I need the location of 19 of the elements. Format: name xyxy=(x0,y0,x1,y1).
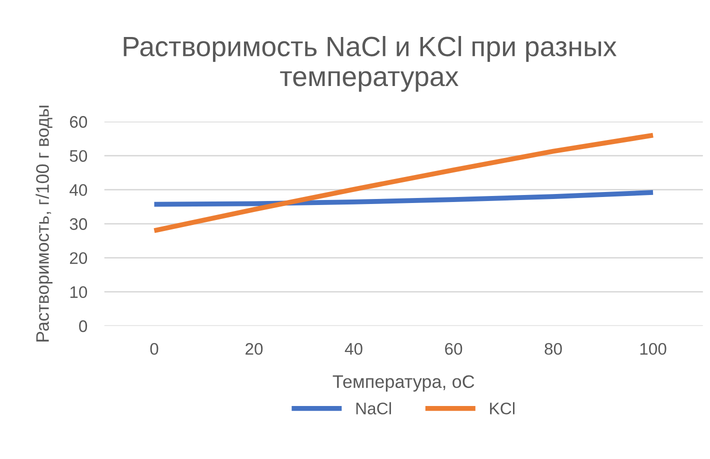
legend-label: KCl xyxy=(490,402,514,414)
y-tick-label: 20 xyxy=(70,252,88,264)
x-tick-label: 0 xyxy=(150,342,158,355)
x-tick-label: 80 xyxy=(544,342,562,355)
y-tick-label: 30 xyxy=(70,218,88,230)
y-tick-label: 60 xyxy=(70,116,88,128)
y-tick-label: 40 xyxy=(70,184,88,196)
line-series xyxy=(152,132,656,233)
x-tick-label: 60 xyxy=(445,342,462,355)
chart-title: Растворимость NaCl и KCl при разных температурах xyxy=(124,36,617,92)
y-tick-label: 50 xyxy=(70,150,88,162)
x-tick-label: 40 xyxy=(344,342,362,355)
x-axis-title: Температура, оС xyxy=(332,375,474,392)
legend-label: NaCl xyxy=(356,402,391,414)
x-tick-label: 20 xyxy=(246,342,263,355)
x-tick-label: 100 xyxy=(640,342,666,355)
y-tick-label: 0 xyxy=(79,320,88,332)
y-tick-label: 10 xyxy=(70,286,88,298)
y-axis-title: Растворимость, г/100 г воды xyxy=(36,106,52,342)
